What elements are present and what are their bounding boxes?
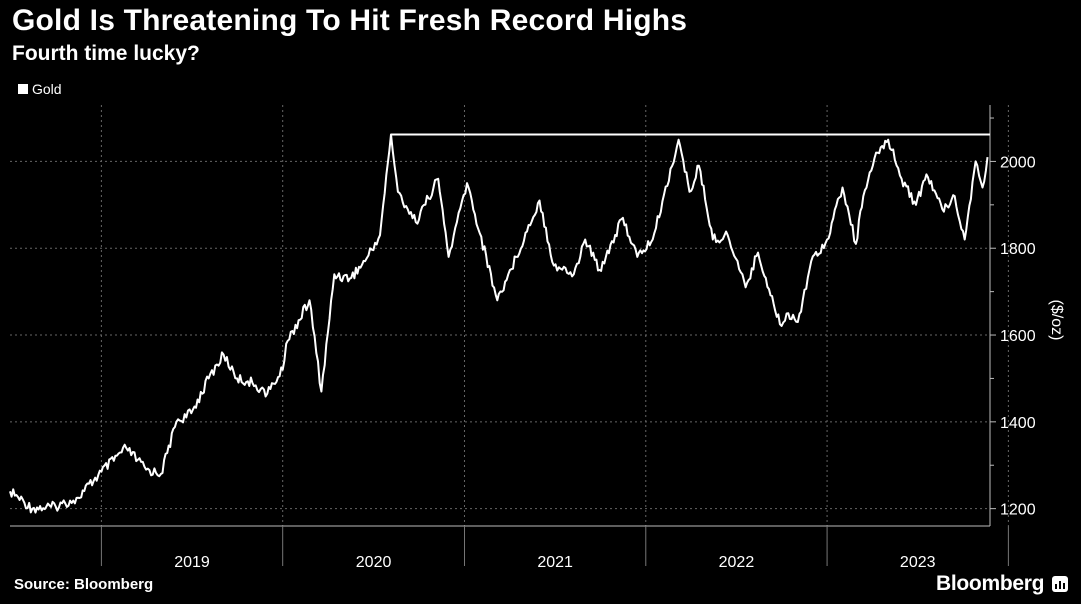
y-tick-label: 2000 — [1000, 154, 1036, 171]
legend-swatch-gold — [18, 84, 28, 94]
x-tick-label: 2023 — [900, 554, 936, 571]
vertical-gridlines — [100, 105, 1009, 526]
x-ticks: 2019 2020 2021 2022 2023 — [100, 526, 1009, 571]
chart-subtitle: Fourth time lucky? — [12, 42, 200, 65]
x-tick-label: 2020 — [356, 554, 392, 571]
y-tick-label: 1400 — [1000, 415, 1036, 432]
legend-label-gold: Gold — [32, 81, 62, 97]
legend: Gold — [18, 81, 62, 97]
horizontal-gridlines — [10, 160, 990, 510]
series-line-gold — [9, 133, 989, 514]
x-tick-label: 2022 — [719, 554, 755, 571]
brand-text: Bloomberg — [936, 572, 1045, 595]
y-tick-label: 1200 — [1000, 502, 1036, 519]
bloomberg-logo: Bloomberg — [936, 572, 1069, 596]
y-tick-label: 1600 — [1000, 328, 1036, 345]
bloomberg-terminal-icon — [1052, 576, 1069, 592]
source-note: Source: Bloomberg — [14, 576, 154, 593]
chart-title: Gold Is Threatening To Hit Fresh Record … — [12, 4, 688, 37]
x-tick-label: 2019 — [174, 554, 210, 571]
x-tick-label: 2021 — [537, 554, 573, 571]
y-tick-label: 1800 — [1000, 241, 1036, 258]
y-axis-label: ($/oz) — [1048, 300, 1065, 341]
y-ticks: 1200 1400 1600 1800 2000 — [990, 117, 1036, 519]
